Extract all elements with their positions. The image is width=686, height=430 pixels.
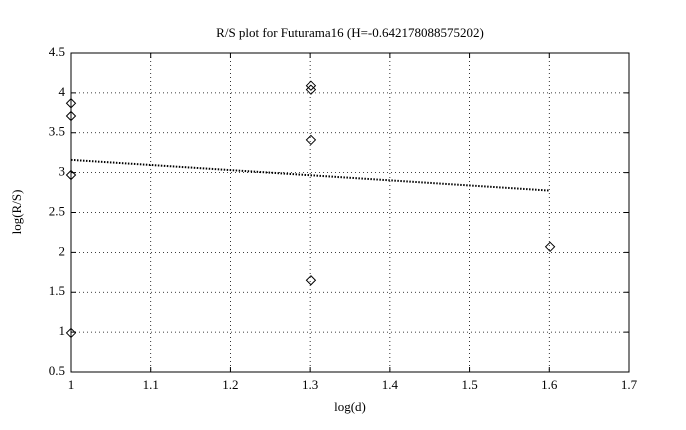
y-tick-label: 3.5: [49, 124, 65, 139]
fit-line: [70, 158, 550, 192]
data-point: [305, 275, 317, 286]
data-point: [65, 98, 77, 109]
data-point: [65, 110, 77, 122]
data-point: [65, 169, 77, 181]
y-tick-label: 4.5: [49, 44, 65, 59]
y-tick-label: 0.5: [49, 363, 65, 378]
y-tick-label: 4: [59, 84, 66, 99]
x-tick-label: 1.7: [621, 377, 638, 392]
y-tick-label: 2.5: [49, 203, 65, 218]
y-tick-label: 3: [59, 164, 66, 179]
x-tick-label: 1.1: [143, 377, 159, 392]
y-tick-label: 1: [59, 323, 66, 338]
data-point: [544, 241, 556, 252]
chart-title: R/S plot for Futurama16 (H=-0.6421780885…: [216, 25, 484, 40]
x-tick-label: 1.4: [382, 377, 399, 392]
x-tick-label: 1.2: [222, 377, 238, 392]
x-tick-label: 1.3: [302, 377, 318, 392]
y-axis-label: log(R/S): [9, 190, 24, 235]
data-point: [305, 80, 317, 91]
x-tick-label: 1.6: [541, 377, 558, 392]
y-tick-label: 2: [59, 243, 66, 258]
y-tick-label: 1.5: [49, 283, 65, 298]
x-axis-label: log(d): [334, 399, 366, 414]
x-tick-label: 1: [68, 377, 75, 392]
x-tick-label: 1.5: [461, 377, 477, 392]
data-point: [305, 84, 317, 95]
data-point: [65, 327, 77, 339]
data-point: [305, 134, 317, 146]
plot-frame: [70, 52, 630, 373]
